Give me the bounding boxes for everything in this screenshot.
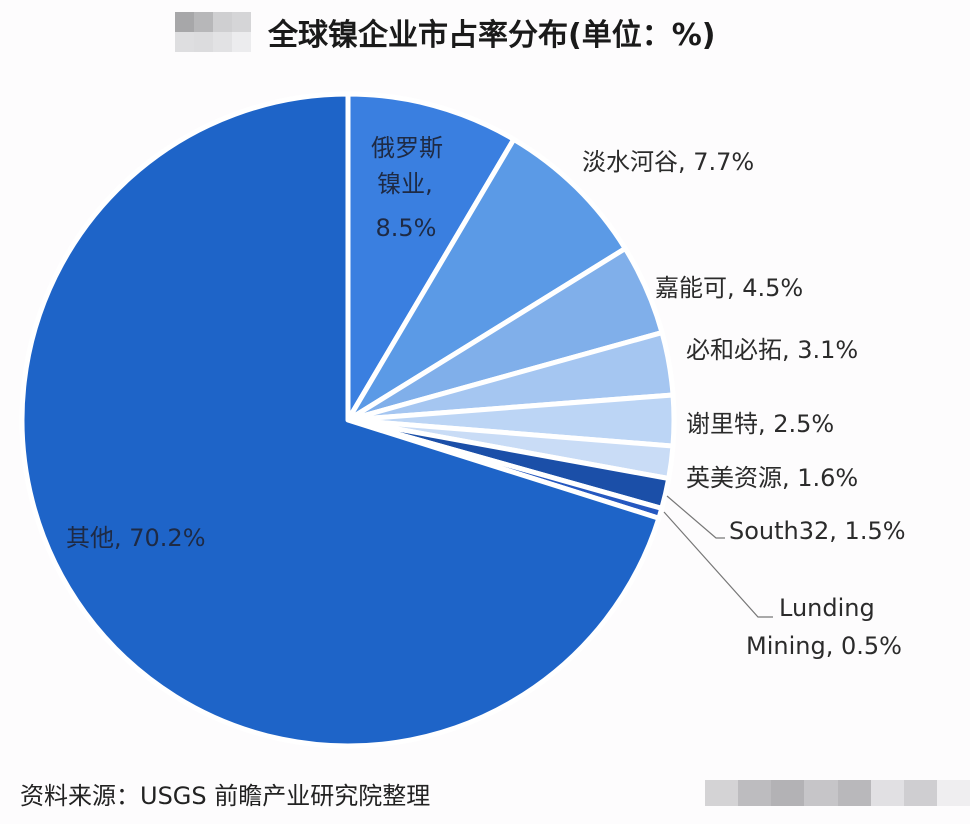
pie-slice [345,91,517,423]
label-lunding-line2: Mining, 0.5% [746,632,902,660]
leader-line-south32 [666,495,725,539]
label-south32: South32, 1.5% [729,517,906,545]
label-bhp: 必和必拓, 3.1% [686,336,858,364]
label-russia-line2: 镍业, [377,170,433,198]
title-row: 全球镍企业市占率分布(单位：%) [0,0,970,64]
label-vale: 淡水河谷, 7.7% [582,148,754,176]
pie-slice [345,136,628,423]
label-others: 其他, 70.2% [66,524,206,552]
blurred-watermark [705,780,970,806]
label-russia-line3: 8.5% [376,214,437,242]
label-sherritt: 谢里特, 2.5% [686,410,834,438]
label-russia-line1: 俄罗斯 [371,134,443,162]
pie-slices [19,91,677,749]
label-anglo-american: 英美资源, 1.6% [686,464,858,492]
blurred-logo [175,12,251,52]
leader-line-lunding [663,511,773,618]
pie-slice [19,91,662,749]
chart-title: 全球镍企业市占率分布(单位：%) [268,18,716,53]
source-note: 资料来源：USGS 前瞻产业研究院整理 [20,782,431,810]
label-glencore: 嘉能可, 4.5% [655,274,803,302]
label-lunding-line1: Lunding [779,594,875,622]
